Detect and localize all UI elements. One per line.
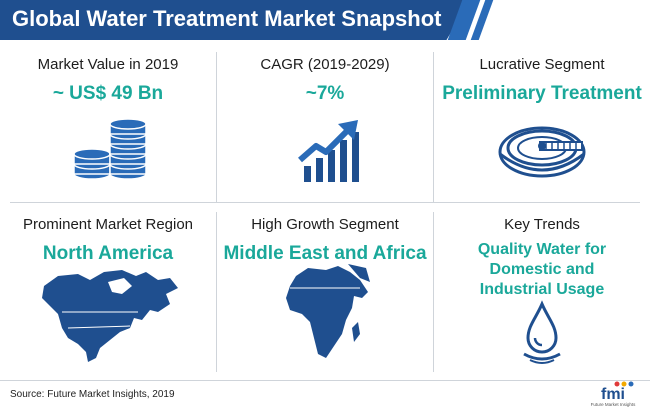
card-label: Prominent Market Region: [22, 216, 194, 233]
source-note: Source: Future Market Insights, 2019: [10, 389, 175, 400]
card-value: Middle East and Africa: [223, 243, 427, 264]
card-value: Quality Water for Domestic and Industria…: [477, 241, 607, 298]
svg-text:fmi: fmi: [601, 386, 625, 403]
card-value: North America: [42, 243, 174, 264]
card-value: Preliminary Treatment: [442, 83, 642, 104]
north-america-map-icon: [42, 270, 178, 362]
card-label: High Growth Segment: [251, 216, 399, 233]
fmi-logo: fmi Future Market Insights: [591, 381, 637, 407]
divider: [10, 202, 640, 203]
prominent-region-card: Prominent Market Region North America: [0, 216, 216, 265]
card-label: Market Value in 2019: [37, 56, 179, 73]
page-title: Global Water Treatment Market Snapshot: [12, 6, 442, 31]
title-banner: [0, 0, 470, 40]
divider: [216, 52, 217, 202]
lucrative-segment-card: Lucrative Segment Preliminary Treatment: [434, 56, 650, 105]
key-trends-card: Key Trends Quality Water for Domestic an…: [434, 216, 650, 300]
card-label: Lucrative Segment: [479, 56, 605, 73]
africa-map-icon: [286, 264, 370, 358]
card-value: ~ US$ 49 Bn: [52, 83, 164, 104]
high-growth-card: High Growth Segment Middle East and Afri…: [217, 216, 433, 265]
growth-chart-icon: [298, 120, 359, 182]
cagr-card: CAGR (2019-2029) ~7%: [217, 56, 433, 105]
treatment-tank-icon: [498, 126, 586, 178]
water-drop-icon: [523, 300, 561, 364]
coin-stack-icon: [73, 118, 147, 180]
market-value-card: Market Value in 2019 ~ US$ 49 Bn: [0, 56, 216, 105]
divider: [216, 212, 217, 372]
footer-divider: [0, 380, 650, 381]
card-label: Key Trends: [504, 216, 580, 233]
svg-text:Future Market Insights: Future Market Insights: [591, 402, 637, 407]
divider: [433, 52, 434, 202]
divider: [433, 212, 434, 372]
card-value: ~7%: [305, 83, 345, 104]
card-label: CAGR (2019-2029): [260, 56, 390, 73]
